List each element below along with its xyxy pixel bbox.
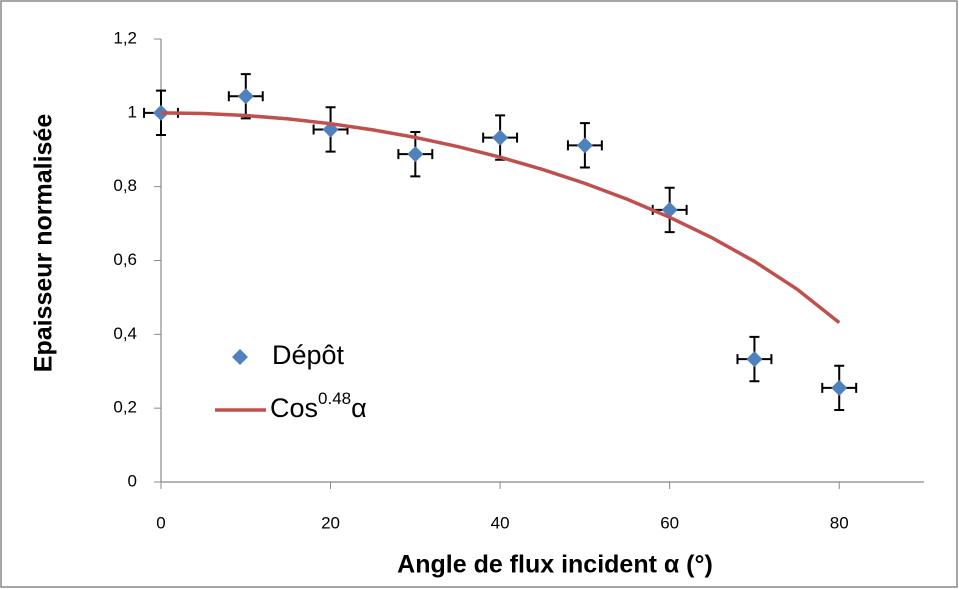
y-tick-label: 0,2: [113, 398, 137, 417]
fit-line: [160, 111, 841, 325]
legend-label-superscript: 0.48: [318, 389, 351, 408]
x-tick-label: 60: [660, 513, 679, 532]
y-tick-label: 1: [128, 102, 137, 121]
y-tick-label: 0: [128, 471, 137, 490]
legend-label-base: Cos: [270, 393, 318, 423]
x-tick-label: 20: [321, 513, 340, 532]
x-tick-label: 0: [156, 513, 165, 532]
data-point: [831, 379, 848, 396]
legend-label-suffix: α: [351, 393, 367, 423]
data-point: [576, 137, 593, 154]
y-tick-label: 0,8: [113, 176, 137, 195]
y-tick-label: 1,2: [113, 28, 137, 47]
data-point: [237, 88, 254, 105]
x-tick-label: 80: [830, 513, 849, 532]
data-point: [746, 351, 763, 368]
data-point: [407, 146, 424, 163]
data-point: [492, 129, 509, 146]
y-tick-label: 0,4: [113, 324, 137, 343]
legend-label: Cos0.48α: [270, 389, 367, 423]
y-tick-label: 0,6: [113, 250, 137, 269]
x-tick-label: 40: [491, 513, 510, 532]
x-axis-title: Angle de flux incident α (°): [397, 551, 713, 579]
y-axis-title: Epaisseur normalisée: [30, 114, 58, 373]
legend-label: Dépôt: [272, 340, 345, 370]
legend-marker: [232, 349, 248, 365]
